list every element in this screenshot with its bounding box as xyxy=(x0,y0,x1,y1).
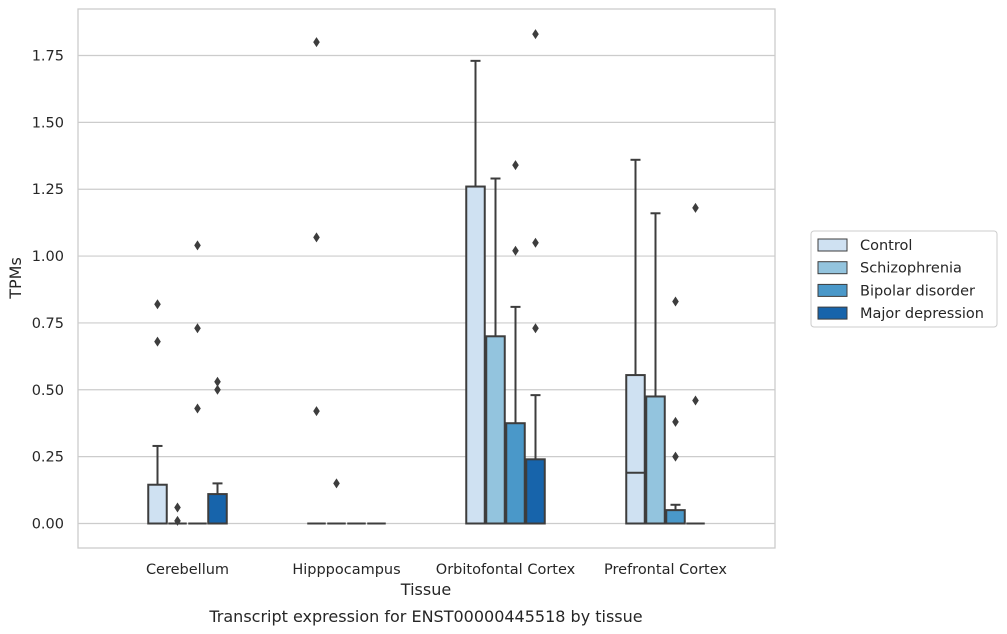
outlier-point xyxy=(532,237,539,248)
box-body xyxy=(207,493,228,525)
box-body xyxy=(665,509,686,525)
legend: Control Schizophrenia Bipolar disorder Majo… xyxy=(810,230,998,328)
box-body xyxy=(645,395,666,525)
box-major-depression xyxy=(525,29,546,525)
outlier-point xyxy=(194,240,201,251)
legend-swatch xyxy=(817,238,848,252)
box-body xyxy=(465,185,486,525)
legend-swatch xyxy=(817,306,848,320)
outlier-point xyxy=(532,29,539,40)
y-tick-label: 0.00 xyxy=(32,517,64,533)
x-tick-labels: Cerebellum Hipppocampus Orbitofontal Corte… xyxy=(146,562,727,578)
box-schizophrenia xyxy=(168,502,187,526)
outlier-point xyxy=(313,406,320,417)
y-tick-label: 0.25 xyxy=(32,450,64,466)
legend-label: Bipolar disorder xyxy=(860,283,975,299)
x-tick-label: Prefrontal Cortex xyxy=(604,562,727,578)
outlier-point xyxy=(174,515,181,526)
legend-swatch xyxy=(817,261,848,275)
outlier-point xyxy=(672,416,679,427)
box-control xyxy=(147,299,168,525)
outlier-point xyxy=(672,296,679,307)
chart-title: Transcript expression for ENST0000044551… xyxy=(208,607,642,626)
y-tick-label: 1.75 xyxy=(32,49,64,65)
box-body xyxy=(147,483,168,525)
outlier-point xyxy=(194,323,201,334)
y-tick-label: 1.00 xyxy=(32,249,64,265)
box-body xyxy=(625,374,646,525)
outlier-point xyxy=(214,376,221,387)
outlier-point xyxy=(692,395,699,406)
plot-area-frame xyxy=(77,8,776,549)
box-body xyxy=(505,422,526,525)
y-tick-label: 0.75 xyxy=(32,316,64,332)
legend-frame xyxy=(810,230,998,328)
gridlines xyxy=(78,54,775,525)
y-tick-label: 1.25 xyxy=(32,182,64,198)
box-schizophrenia xyxy=(485,177,506,525)
box-bipolar-disorder xyxy=(665,296,686,525)
outlier-point xyxy=(692,202,699,213)
box-bipolar-disorder xyxy=(188,240,207,525)
outlier-point xyxy=(532,323,539,334)
outlier-point xyxy=(214,384,221,395)
box-control xyxy=(625,158,646,525)
outlier-point xyxy=(512,160,519,171)
outlier-point xyxy=(154,299,161,310)
outlier-point xyxy=(174,502,181,513)
box-body xyxy=(485,335,506,525)
legend-label: Control xyxy=(860,238,912,254)
x-tick-label: Cerebellum xyxy=(146,562,229,578)
outlier-point xyxy=(672,451,679,462)
y-tick-label: 0.50 xyxy=(32,383,64,399)
y-tick-label: 1.50 xyxy=(32,115,64,131)
outlier-point xyxy=(313,37,320,48)
outlier-point xyxy=(194,403,201,414)
legend-label: Schizophrenia xyxy=(860,261,962,277)
x-axis-label: Tissue xyxy=(400,580,451,599)
box-body xyxy=(525,458,546,525)
x-tick-label: Orbitofontal Cortex xyxy=(436,562,576,578)
box-major-depression xyxy=(686,202,705,525)
box-groups xyxy=(147,29,705,526)
box-schizophrenia xyxy=(327,478,346,525)
x-tick-label: Hipppocampus xyxy=(292,562,400,578)
outlier-point xyxy=(154,336,161,347)
legend-label: Major depression xyxy=(860,306,984,322)
outlier-point xyxy=(333,478,340,489)
box-bipolar-disorder xyxy=(505,160,526,525)
box-schizophrenia xyxy=(645,212,666,525)
outlier-point xyxy=(512,245,519,256)
y-axis-label: TPMs xyxy=(6,257,25,300)
box-major-depression xyxy=(207,376,228,525)
box-control xyxy=(465,59,486,525)
outlier-point xyxy=(313,232,320,243)
box-control xyxy=(307,37,326,525)
legend-swatch xyxy=(817,283,848,297)
y-tick-labels: 0.00 0.25 0.50 0.75 1.00 1.25 1.50 1.75 xyxy=(32,49,64,533)
